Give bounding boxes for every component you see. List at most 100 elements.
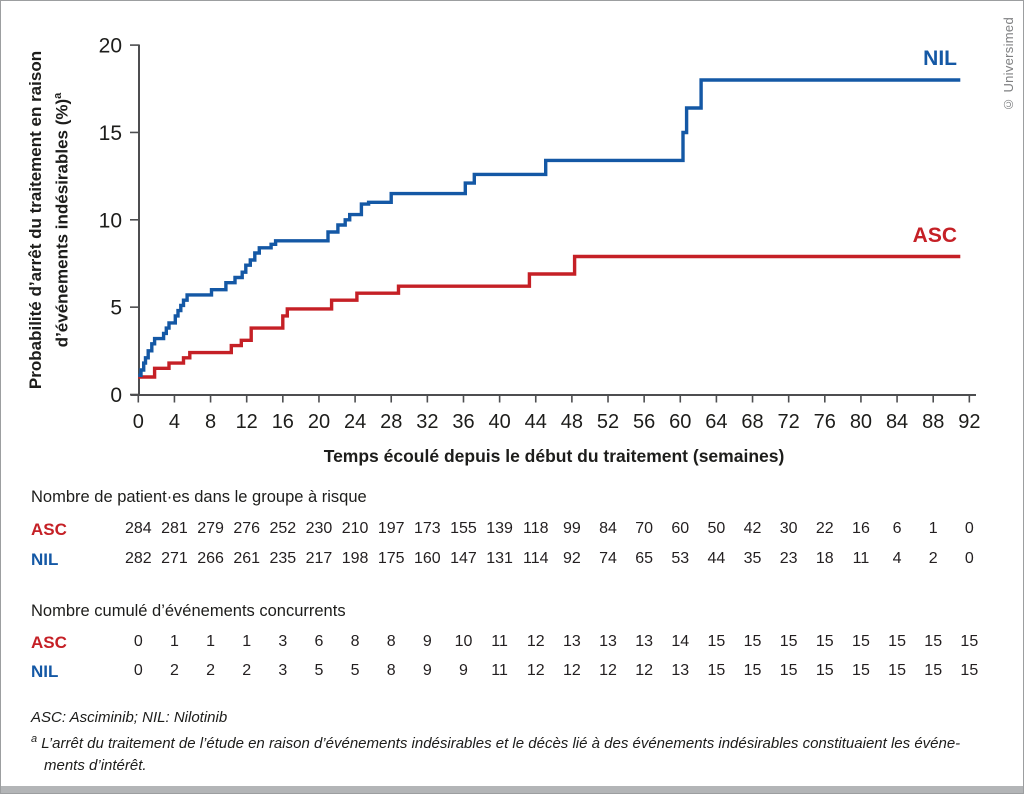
table-cell: 2 xyxy=(242,662,252,679)
table-cell: 15 xyxy=(815,633,834,650)
table-cell: 284 xyxy=(124,520,152,537)
table-cell: 2 xyxy=(206,662,216,679)
table-cell: 217 xyxy=(305,550,333,567)
svg-text:5: 5 xyxy=(110,297,122,320)
row-label-asc: ASC xyxy=(31,520,67,539)
table-cell: 15 xyxy=(743,662,762,679)
table-cell: 14 xyxy=(671,633,690,650)
y-axis-title-line1: Probabilité d’arrêt du traitement en rai… xyxy=(26,50,45,390)
svg-text:32: 32 xyxy=(416,411,438,433)
table-cell: 9 xyxy=(459,662,468,679)
table-cell: 92 xyxy=(562,550,581,567)
table-cell: 271 xyxy=(161,550,188,567)
table-cell: 15 xyxy=(888,662,906,679)
table-cell: 266 xyxy=(197,550,224,567)
table-cell: 15 xyxy=(852,633,870,650)
svg-text:48: 48 xyxy=(561,411,583,433)
footnote-note-line1: a L’arrêt du traitement de l’étude en ra… xyxy=(31,733,961,752)
table-cell: 279 xyxy=(197,520,224,537)
table-cell: 139 xyxy=(486,520,513,537)
table-cell: 114 xyxy=(522,550,549,567)
table-cell: 44 xyxy=(707,550,726,567)
table-cell: 42 xyxy=(743,520,762,537)
table-cell: 2 xyxy=(169,662,179,679)
svg-text:28: 28 xyxy=(380,411,402,433)
table-cell: 13 xyxy=(671,662,690,679)
table-cell: 65 xyxy=(635,550,654,567)
table-cell: 1 xyxy=(928,520,938,537)
risk-table-row-asc: ASC 284 281 279 276 252 230 210 197 173 155 139 118 9… xyxy=(1,520,1023,539)
svg-text:20: 20 xyxy=(308,411,330,433)
table-cell: 261 xyxy=(233,550,261,567)
table-cell: 18 xyxy=(815,550,834,567)
table-cell: 13 xyxy=(635,633,654,650)
table-cell: 11 xyxy=(491,662,508,679)
table-cell: 53 xyxy=(671,550,690,567)
table-cell: 15 xyxy=(960,662,979,679)
table-cell: 281 xyxy=(161,520,188,537)
svg-text:76: 76 xyxy=(814,411,836,433)
table-cell: 15 xyxy=(924,662,943,679)
table-cell: 15 xyxy=(779,633,798,650)
table-cell: 147 xyxy=(450,550,477,567)
table-cell: 60 xyxy=(671,520,690,537)
table-cell: 4 xyxy=(892,550,902,567)
svg-text:44: 44 xyxy=(525,411,547,433)
table-cell: 160 xyxy=(413,550,441,567)
risk-table-row-nil: NIL 282 271 266 261 235 217 198 175 160 147 131 114 9… xyxy=(1,550,1023,569)
bottom-strip xyxy=(1,786,1023,793)
table-cell: 230 xyxy=(305,520,333,537)
table-cell: 12 xyxy=(526,662,545,679)
footnote-abbreviations: ASC: Asciminib; NIL: Nilotinib xyxy=(31,709,228,726)
table-cell: 99 xyxy=(562,520,581,537)
svg-text:64: 64 xyxy=(705,411,727,433)
table-cell: 15 xyxy=(888,633,906,650)
svg-text:20: 20 xyxy=(99,35,122,58)
table-cell: 15 xyxy=(743,633,762,650)
table-cell: 9 xyxy=(422,662,432,679)
table-cell: 30 xyxy=(779,520,798,537)
table-cell: 35 xyxy=(743,550,762,567)
svg-text:40: 40 xyxy=(488,411,510,433)
svg-text:88: 88 xyxy=(922,411,944,433)
y-axis-title-line2: d’événements indésirables (%)a xyxy=(52,92,72,348)
table-cell: 131 xyxy=(486,550,513,567)
events-table-row-nil: NIL 0 2 2 2 3 5 5 8 9 9 11 12 12 12 12 13 15 15 15 15 15 15 15 1… xyxy=(1,662,1023,681)
table-cell: 6 xyxy=(892,520,902,537)
series-label-nil: NIL xyxy=(923,47,957,70)
table-cell: 5 xyxy=(350,662,360,679)
table-cell: 74 xyxy=(599,550,617,567)
table-cell: 3 xyxy=(278,633,288,650)
table-cell: 13 xyxy=(562,633,581,650)
table-cell: 210 xyxy=(341,520,369,537)
table-cell: 10 xyxy=(454,633,473,650)
table-cell: 282 xyxy=(124,550,152,567)
table-cell: 9 xyxy=(422,633,432,650)
table-cell: 12 xyxy=(599,662,617,679)
risk-table-title: Nombre de patient·es dans le groupe à ri… xyxy=(31,488,367,506)
table-cell: 12 xyxy=(635,662,654,679)
table-cell: 198 xyxy=(341,550,369,567)
events-table-title: Nombre cumulé d’événements concurrents xyxy=(31,602,346,620)
table-cell: 11 xyxy=(852,550,870,567)
table-cell: 11 xyxy=(491,633,508,650)
table-cell: 0 xyxy=(133,633,143,650)
table-cell: 84 xyxy=(599,520,617,537)
table-cell: 15 xyxy=(924,633,943,650)
svg-text:16: 16 xyxy=(272,411,294,433)
curves xyxy=(138,78,961,379)
svg-text:52: 52 xyxy=(597,411,619,433)
table-cell: 175 xyxy=(377,550,405,567)
series-label-asc: ASC xyxy=(913,224,957,247)
table-cell: 8 xyxy=(386,662,396,679)
events-table-row-asc: ASC 0 1 1 1 3 6 8 8 9 10 11 12 13 13 13 14 15 15 15 15 15 15 15… xyxy=(1,633,1023,652)
svg-text:0: 0 xyxy=(110,384,122,407)
table-cell: 23 xyxy=(779,550,798,567)
svg-text:56: 56 xyxy=(633,411,655,433)
table-cell: 8 xyxy=(386,633,396,650)
curve-nil xyxy=(138,78,961,377)
row-label-nil: NIL xyxy=(31,662,59,681)
table-cell: 22 xyxy=(815,520,834,537)
